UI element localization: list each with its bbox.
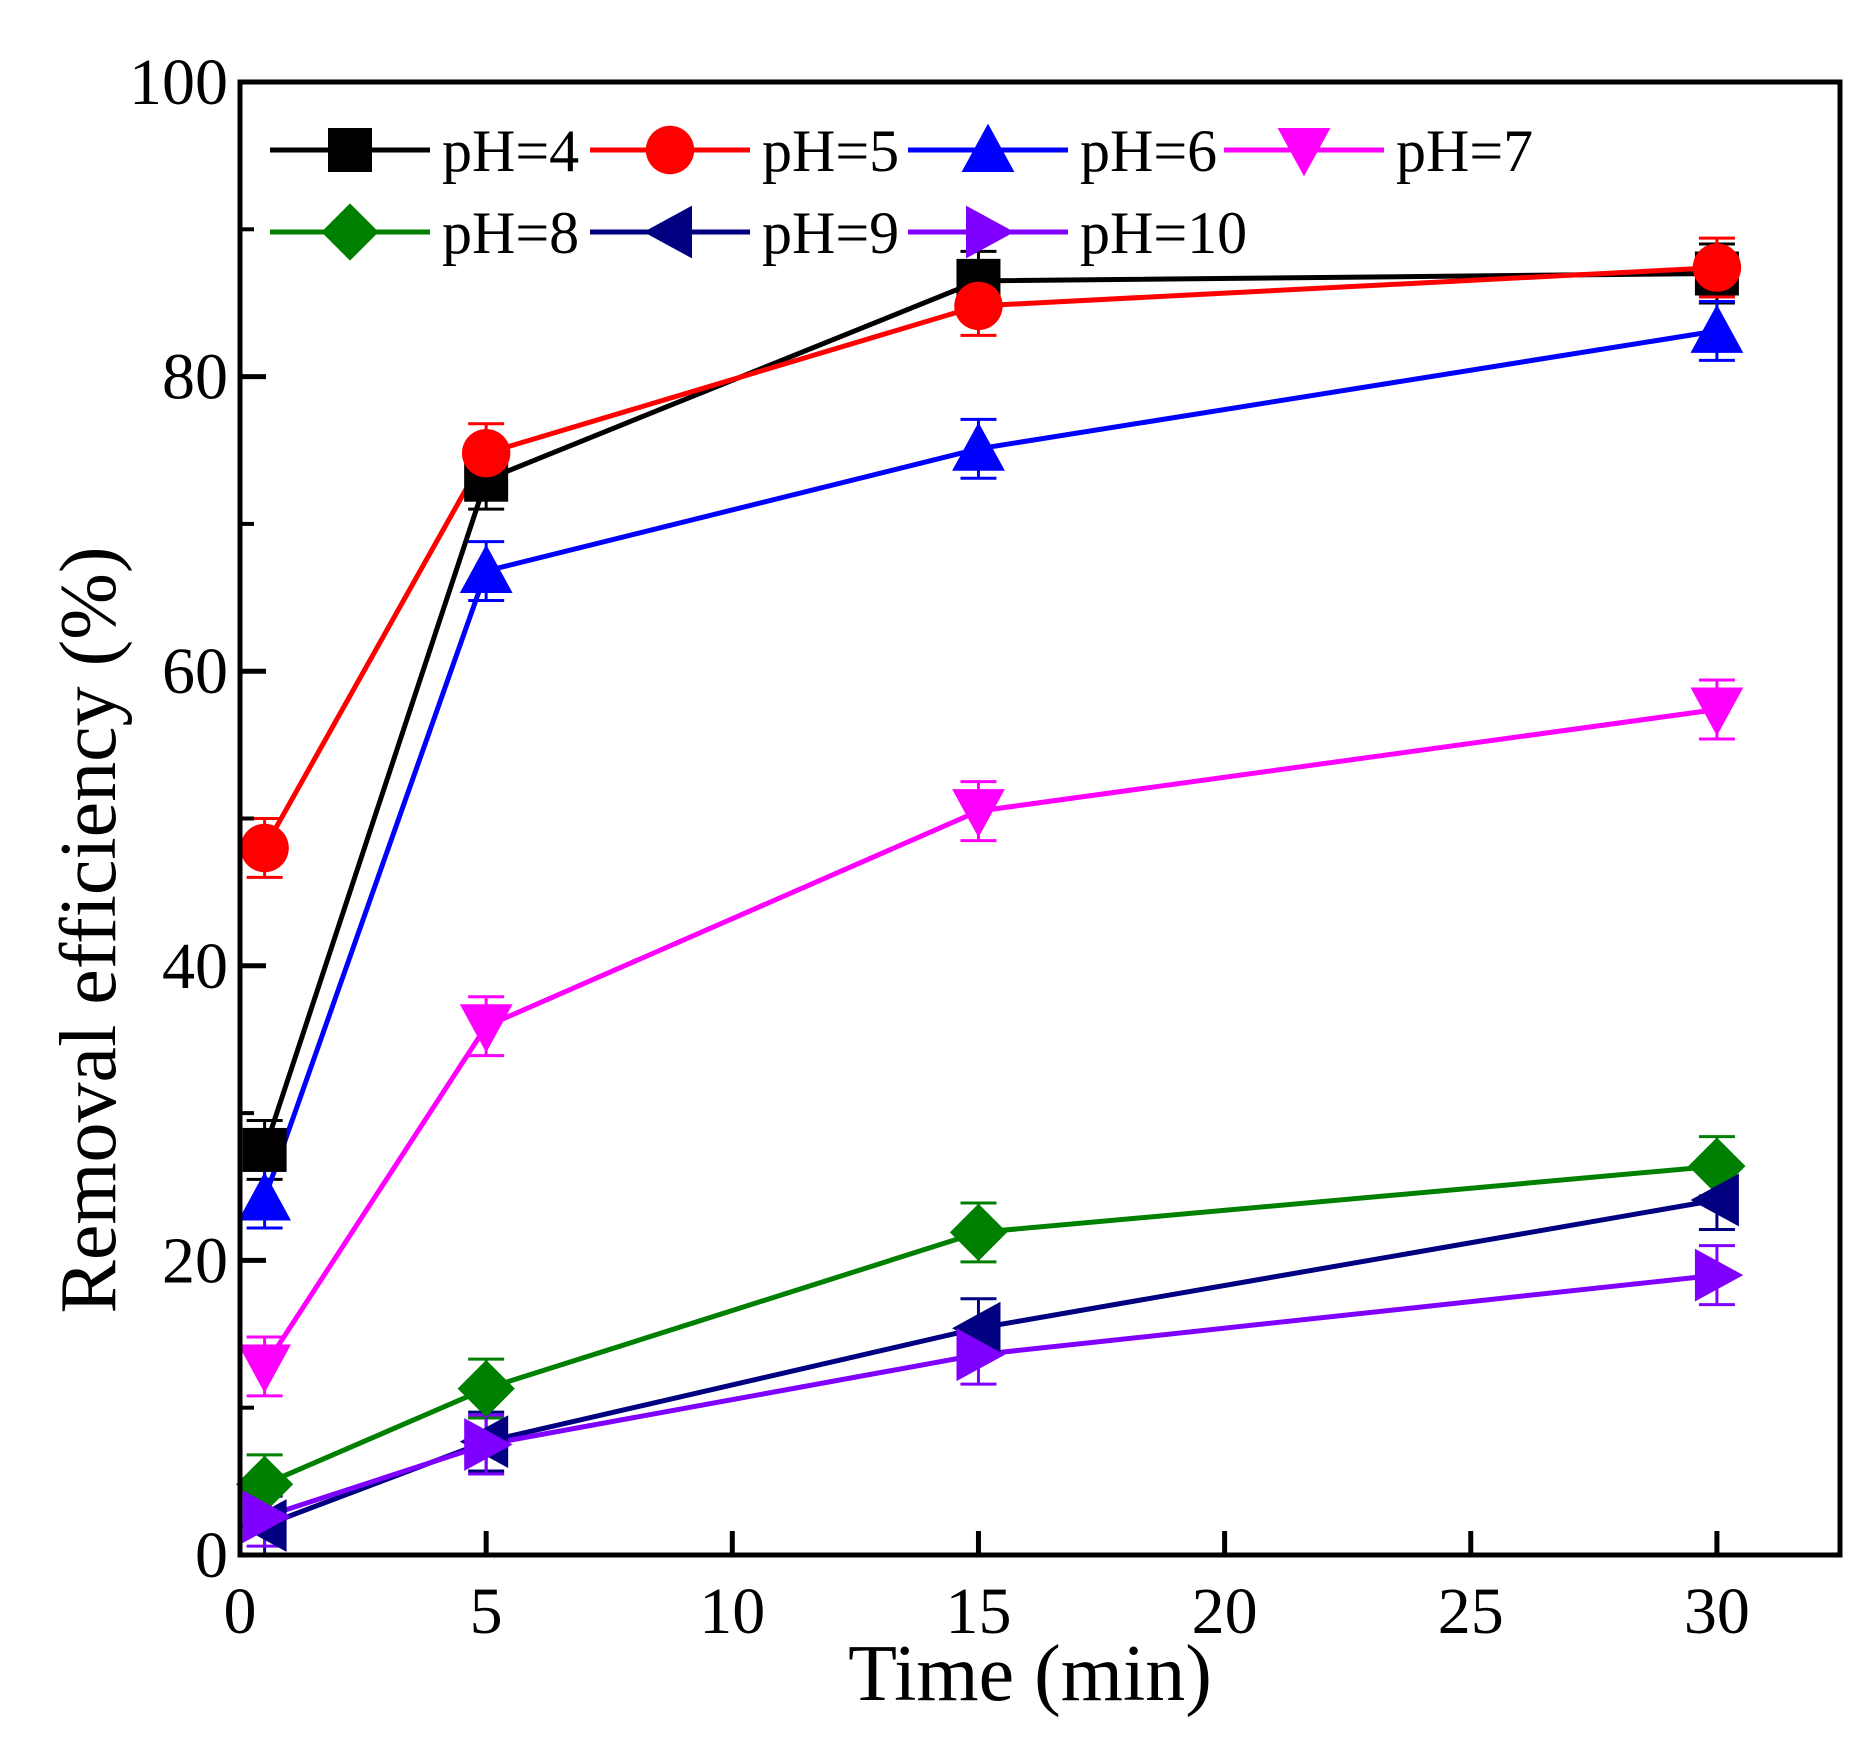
series-line-ph-6 [262, 328, 1718, 1200]
legend-label: pH=9 [762, 200, 899, 266]
legend-marker [643, 205, 692, 259]
data-point-ph-5 [461, 428, 511, 478]
legend-label: pH=10 [1080, 200, 1247, 266]
data-point-ph-10 [242, 1490, 291, 1544]
legend-label: pH=8 [442, 200, 579, 266]
legend-marker [1277, 128, 1331, 177]
y-tick-label: 100 [129, 46, 228, 119]
y-tick-label: 0 [195, 1519, 228, 1592]
data-point-ph-5 [240, 823, 289, 873]
legend-item-ph-6: pH=6 [908, 118, 1217, 184]
legend-item-ph-4: pH=4 [270, 118, 579, 184]
data-point-ph-5 [954, 281, 1003, 331]
series-line-ph-8 [263, 1163, 1718, 1487]
data-point-ph-6 [238, 1172, 291, 1221]
legend-marker [321, 203, 379, 261]
legend-marker [328, 128, 372, 172]
x-axis-title: Time (min) [848, 1630, 1212, 1718]
series-line-ph-10 [263, 1272, 1718, 1520]
legend-marker [961, 123, 1015, 172]
data-point-ph-10 [1694, 1248, 1744, 1302]
data-point-ph-6 [459, 544, 513, 593]
x-tick-label: 30 [1684, 1575, 1750, 1648]
data-point-ph-7 [238, 1344, 291, 1393]
data-point-ph-5 [1692, 243, 1742, 292]
legend-item-ph-5: pH=5 [590, 118, 899, 184]
legend-item-ph-7: pH=7 [1224, 118, 1533, 184]
legend-label: pH=5 [762, 118, 899, 184]
y-tick-label: 20 [162, 1224, 228, 1297]
data-point-ph-8 [949, 1203, 1008, 1261]
legend-marker [645, 125, 695, 175]
y-tick-label: 80 [162, 341, 228, 414]
data-point-ph-10 [956, 1328, 1005, 1382]
y-axis-title: Removal efficiency (%) [45, 546, 133, 1313]
x-tick-label: 25 [1438, 1575, 1504, 1648]
legend-label: pH=7 [1396, 118, 1533, 184]
legend-label: pH=4 [442, 118, 579, 184]
data-point-ph-8 [457, 1360, 515, 1418]
data-point-ph-7 [459, 1004, 513, 1053]
data-point-ph-6 [1690, 304, 1744, 353]
data-point-ph-9 [952, 1301, 1001, 1355]
legend-item-ph-8: pH=8 [270, 200, 579, 266]
x-tick-label: 20 [1192, 1575, 1258, 1648]
x-tick-label: 5 [470, 1575, 503, 1648]
data-point-ph-6 [952, 422, 1005, 471]
x-tick-label: 10 [699, 1575, 765, 1648]
data-point-ph-10 [464, 1418, 513, 1471]
data-point-ph-4 [242, 1127, 287, 1172]
legend-item-ph-9: pH=9 [590, 200, 899, 266]
series-line-ph-9 [263, 1197, 1718, 1528]
legend-marker [966, 205, 1015, 259]
series-line-ph-7 [262, 707, 1718, 1368]
x-tick-label: 0 [224, 1575, 257, 1648]
data-point-ph-7 [1690, 687, 1744, 736]
x-tick-label: 15 [945, 1575, 1011, 1648]
y-tick-label: 40 [162, 930, 228, 1003]
series-line-ph-5 [262, 265, 1718, 850]
data-point-ph-9 [1690, 1173, 1739, 1227]
legend-label: pH=6 [1080, 118, 1217, 184]
y-tick-label: 60 [162, 635, 228, 708]
legend-item-ph-10: pH=10 [908, 200, 1247, 266]
data-point-ph-7 [952, 789, 1005, 838]
